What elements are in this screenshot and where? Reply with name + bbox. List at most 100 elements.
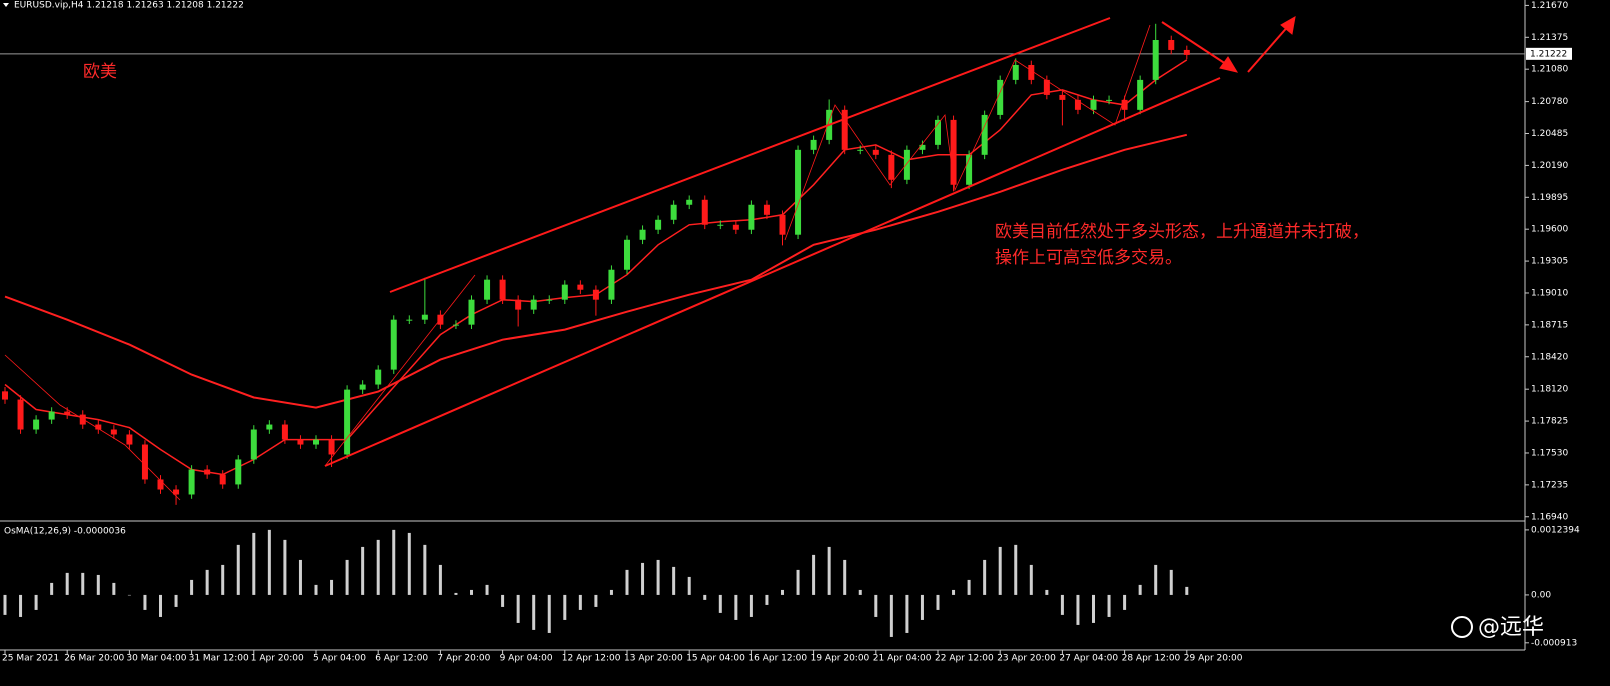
thin-zigzag	[4, 354, 181, 501]
indicator-bar	[50, 582, 54, 595]
candle-body	[452, 324, 459, 326]
indicator-bar	[905, 594, 909, 633]
indicator-bar	[718, 594, 722, 613]
indicator-bar	[858, 589, 862, 595]
arrow-down-line	[1161, 21, 1233, 69]
indicator-bar	[703, 594, 707, 600]
indicator-bar	[547, 594, 551, 633]
indicator-bar	[65, 572, 69, 595]
y-tick-label: 1.20780	[1531, 97, 1568, 107]
indicator-bar	[563, 594, 567, 620]
indicator-bar	[376, 539, 380, 595]
indicator-bar	[438, 564, 442, 595]
candle-body	[530, 299, 537, 310]
candle-body	[857, 149, 864, 151]
indicator-bar	[920, 594, 924, 620]
indicator-y-tick-label: -0.000913	[1531, 638, 1577, 648]
indicator-bar	[967, 579, 971, 595]
candle-body	[1168, 40, 1175, 50]
indicator-bar	[190, 579, 194, 595]
indicator-bar	[1138, 584, 1142, 595]
y-tick-label: 1.16940	[1531, 512, 1568, 522]
indicator-bar	[641, 562, 645, 595]
candle-body	[2, 391, 8, 400]
y-tick-label: 1.17825	[1531, 417, 1568, 427]
indicator-bar	[1076, 594, 1080, 625]
indicator-bar	[983, 559, 987, 595]
x-tick-label: 23 Apr 20:00	[997, 654, 1056, 664]
candle-body	[701, 199, 708, 225]
candle-body	[1028, 64, 1035, 80]
candle-body	[639, 229, 646, 240]
indicator-bar	[609, 589, 613, 595]
y-tick-label: 1.21670	[1531, 1, 1568, 11]
moving-average-line	[4, 133, 1188, 409]
candle-body	[1059, 94, 1066, 100]
indicator-bar	[19, 594, 23, 617]
arrow-head	[1280, 16, 1296, 35]
candle-body	[1137, 79, 1144, 110]
x-tick-label: 30 Mar 04:00	[126, 654, 186, 664]
indicator-bar	[781, 589, 784, 595]
indicator-bar	[143, 594, 147, 610]
candle-body	[157, 479, 164, 490]
candle-body	[779, 214, 786, 235]
candle-body	[250, 429, 257, 460]
candle-body	[981, 114, 988, 155]
thin-trend-line	[324, 274, 476, 467]
indicator-bar	[796, 569, 800, 595]
candle-body	[903, 149, 910, 180]
indicator-bar	[283, 539, 287, 595]
candle-body	[281, 424, 288, 440]
drawings	[4, 16, 1296, 501]
indicator-bar	[998, 546, 1002, 595]
x-tick-label: 22 Apr 12:00	[935, 654, 994, 664]
x-tick-label: 12 Apr 12:00	[562, 654, 621, 664]
indicator-bar	[392, 529, 396, 595]
candle-body	[48, 411, 55, 420]
candle-body	[717, 224, 724, 226]
y-tick-label: 1.18715	[1531, 320, 1568, 330]
indicator-bar	[532, 594, 536, 630]
y-tick-label: 1.21375	[1531, 33, 1568, 43]
indicator-bar	[1060, 594, 1064, 615]
candle-body	[997, 79, 1004, 115]
x-tick-label: 15 Apr 04:00	[686, 654, 745, 664]
indicator-bar	[594, 594, 598, 607]
indicator-bar	[827, 546, 831, 595]
indicator-bar	[749, 594, 753, 617]
current-price-box	[1526, 47, 1572, 60]
indicator-bar	[625, 569, 629, 595]
annotation-text: 欧美目前任然处于多头形态，上升通道并未打破，	[995, 222, 1369, 242]
candle-body	[313, 439, 319, 445]
channel-lower-line	[324, 77, 1221, 467]
indicator-bar	[221, 564, 225, 595]
indicator-bar	[1092, 594, 1095, 623]
indicator-bar	[345, 559, 349, 595]
y-tick-label: 1.17235	[1531, 480, 1568, 490]
candle-body	[33, 419, 40, 430]
indicator-bar	[361, 546, 365, 595]
candle-body	[655, 219, 662, 230]
indicator-bar	[159, 594, 162, 617]
indicator-bar	[501, 594, 505, 607]
indicator-bar	[236, 544, 240, 595]
candle-body	[1090, 99, 1097, 110]
watermark-icon	[1451, 616, 1473, 638]
candle-body	[359, 384, 366, 390]
symbol-icon	[3, 3, 9, 7]
y-tick-label: 1.18420	[1531, 352, 1568, 362]
indicator-bar	[578, 594, 582, 610]
candle-body	[670, 204, 677, 220]
indicator-bar	[687, 576, 691, 595]
candle-body	[1121, 99, 1128, 110]
indicator-bar	[298, 559, 302, 595]
indicator-bar	[1014, 544, 1018, 595]
indicator-bar	[112, 582, 116, 595]
candle-body	[888, 154, 895, 180]
candle-body	[1043, 79, 1050, 95]
candle-body	[577, 284, 584, 290]
candle-body	[219, 474, 226, 485]
candle-body	[1012, 64, 1019, 80]
